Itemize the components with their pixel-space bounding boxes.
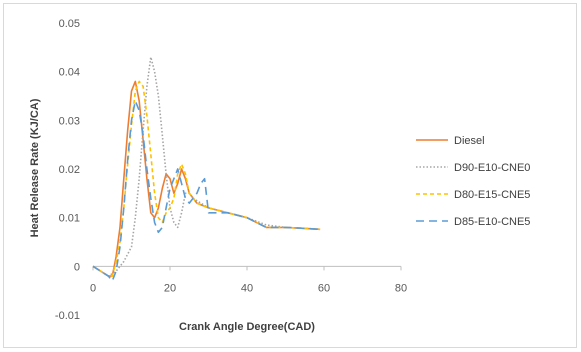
series-line-2 [92,80,321,277]
y-tick-label: -0.01 [55,310,80,322]
y-tick-label: 0.01 [59,213,80,225]
y-tick-label: 0.02 [59,164,80,176]
chart-frame [3,3,577,348]
y-axis-title: Heat Release Rate (KJ/CA) [29,98,41,237]
x-tick-label: 40 [241,282,253,294]
y-tick-label: 0 [74,261,80,273]
x-tick-label: 80 [395,282,407,294]
x-axis-title: Crank Angle Degree(CAD) [179,321,315,333]
legend-label: D80-E15-CNE5 [454,189,530,201]
x-tick-labels: 0 20 40 60 80 [90,282,407,294]
y-tick-label: 0.03 [59,115,80,127]
x-tick-label: 20 [164,282,176,294]
y-tick-label: 0.05 [59,18,80,30]
y-tick-labels: -0.01 0 0.01 0.02 0.03 0.04 0.05 [55,18,80,322]
legend-label: D90-E10-CNE0 [454,162,530,174]
x-tick-label: 0 [90,282,96,294]
series-line-3 [92,100,321,282]
series-line-1 [92,56,321,277]
legend-label: Diesel [454,135,485,147]
x-tick-label: 60 [318,282,330,294]
y-tick-label: 0.04 [59,67,80,79]
legend: Diesel D90-E10-CNE0 D80-E15-CNE5 D85-E10-CN… [416,135,530,228]
legend-label: D85-E10-CNE5 [454,216,530,228]
series-lines [92,56,321,282]
axes [92,265,402,271]
